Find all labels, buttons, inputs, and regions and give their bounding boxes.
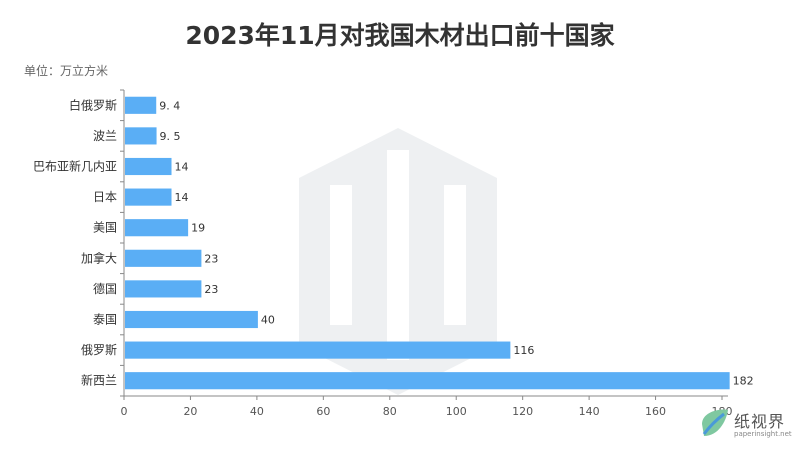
bar [125,372,730,390]
bar [125,127,157,145]
bar [125,96,157,114]
category-label: 日本 [93,190,117,204]
x-tick-label: 60 [316,405,330,418]
data-label: 14 [175,161,189,174]
data-label: 23 [204,252,218,265]
x-tick-label: 20 [183,405,197,418]
data-label: 9. 4 [159,99,180,112]
watermark-url: paperinsight.net [734,430,792,438]
watermark-logo: 纸视界 paperinsight.net [698,406,796,446]
x-tick-label: 80 [383,405,397,418]
leaf-logo-icon [702,409,728,436]
category-label: 俄罗斯 [81,343,117,357]
data-label: 14 [175,191,189,204]
x-tick-label: 0 [121,405,128,418]
category-label: 德国 [93,281,117,296]
x-tick-label: 100 [446,405,467,418]
category-label: 泰国 [93,313,117,327]
category-label: 新西兰 [81,373,117,388]
bar [125,341,511,359]
category-label: 白俄罗斯 [69,97,117,112]
bar [125,280,202,298]
bar [125,157,172,176]
bar [125,249,202,267]
x-tick-label: 140 [579,405,600,418]
data-label: 40 [261,314,275,327]
bar [125,188,172,206]
x-tick-label: 40 [250,405,264,418]
chart-title: 2023年11月对我国木材出口前十国家 [185,21,615,50]
data-label: 116 [513,344,534,357]
x-tick-label: 160 [645,405,666,418]
x-tick-label: 120 [512,405,533,418]
watermark-name: 纸视界 [734,412,786,431]
data-label: 23 [204,283,218,296]
data-label: 9. 5 [160,130,181,143]
category-label: 波兰 [93,129,117,143]
data-label: 182 [733,375,754,388]
bar [125,310,258,329]
unit-label: 单位：万立方米 [24,64,109,78]
category-label: 巴布亚新几内亚 [33,159,117,174]
background-logo-icon [299,128,497,395]
category-label: 加拿大 [81,250,117,265]
category-label: 美国 [93,221,117,235]
bar [125,219,189,237]
data-label: 19 [191,222,205,235]
